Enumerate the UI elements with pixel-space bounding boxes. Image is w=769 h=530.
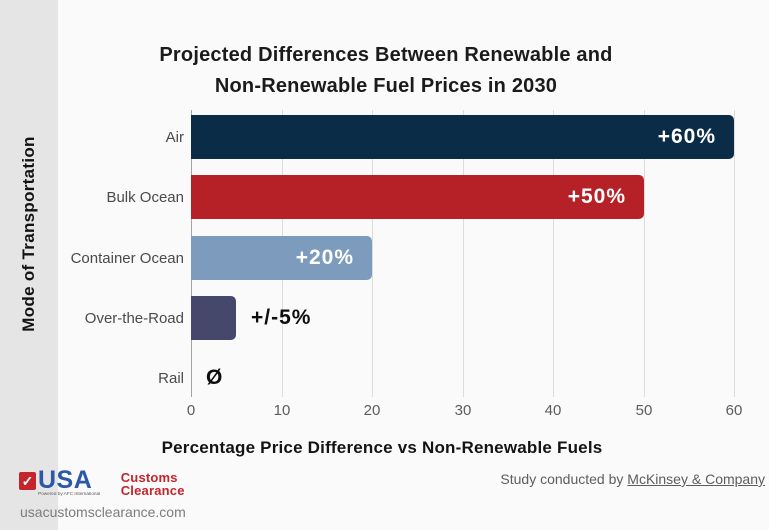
gridline xyxy=(734,110,735,397)
logo-clearance-text: Clearance xyxy=(120,483,185,498)
gridline xyxy=(463,110,464,397)
x-tick-label: 50 xyxy=(635,402,653,419)
x-tick-label: 10 xyxy=(273,402,291,419)
x-tick-label: 60 xyxy=(725,402,743,419)
usa-customs-clearance-logo: ✓ USA Powered by AFC International Custo… xyxy=(19,466,185,498)
checkmark-icon: ✓ xyxy=(19,472,36,490)
bar-value-label: Ø xyxy=(206,366,224,389)
bar-value-label: +/-5% xyxy=(251,306,312,329)
website-url: usacustomsclearance.com xyxy=(20,504,186,520)
category-label: Over-the-Road xyxy=(84,309,184,327)
x-axis-title: Percentage Price Difference vs Non-Renew… xyxy=(161,438,603,457)
bar: +50% xyxy=(191,175,644,219)
bar: +20% xyxy=(191,236,372,280)
x-tick-label: 20 xyxy=(363,402,381,419)
logo-usa-text: USA xyxy=(38,466,93,494)
logo-powered-by: Powered by AFC International xyxy=(38,492,101,497)
bar-value-label: +20% xyxy=(295,246,354,269)
gridline xyxy=(553,110,554,397)
attribution: Study conducted by McKinsey & Company xyxy=(500,471,765,487)
left-sidebar xyxy=(0,0,58,530)
x-tick-label: 30 xyxy=(454,402,472,419)
category-label: Bulk Ocean xyxy=(106,188,184,206)
bar: +60% xyxy=(191,115,734,159)
chart-title-line2: Non-Renewable Fuel Prices in 2030 xyxy=(214,75,558,97)
category-label: Container Ocean xyxy=(70,249,184,267)
chart-title: Projected Differences Between Renewable … xyxy=(58,40,714,102)
gridline xyxy=(644,110,645,397)
attribution-prefix: Study conducted by xyxy=(500,471,628,487)
mckinsey-link[interactable]: McKinsey & Company xyxy=(627,471,765,487)
category-label: Rail xyxy=(158,369,184,387)
category-label: Air xyxy=(165,128,184,146)
bar-value-label: +50% xyxy=(567,185,626,208)
logo-customs-text: Customs xyxy=(120,470,178,485)
x-tick-label: 0 xyxy=(186,402,196,419)
x-tick-label: 40 xyxy=(544,402,562,419)
bar xyxy=(191,296,236,340)
bar-value-label: +60% xyxy=(657,125,716,148)
chart-title-line1: Projected Differences Between Renewable … xyxy=(159,44,613,66)
gridline xyxy=(372,110,373,397)
